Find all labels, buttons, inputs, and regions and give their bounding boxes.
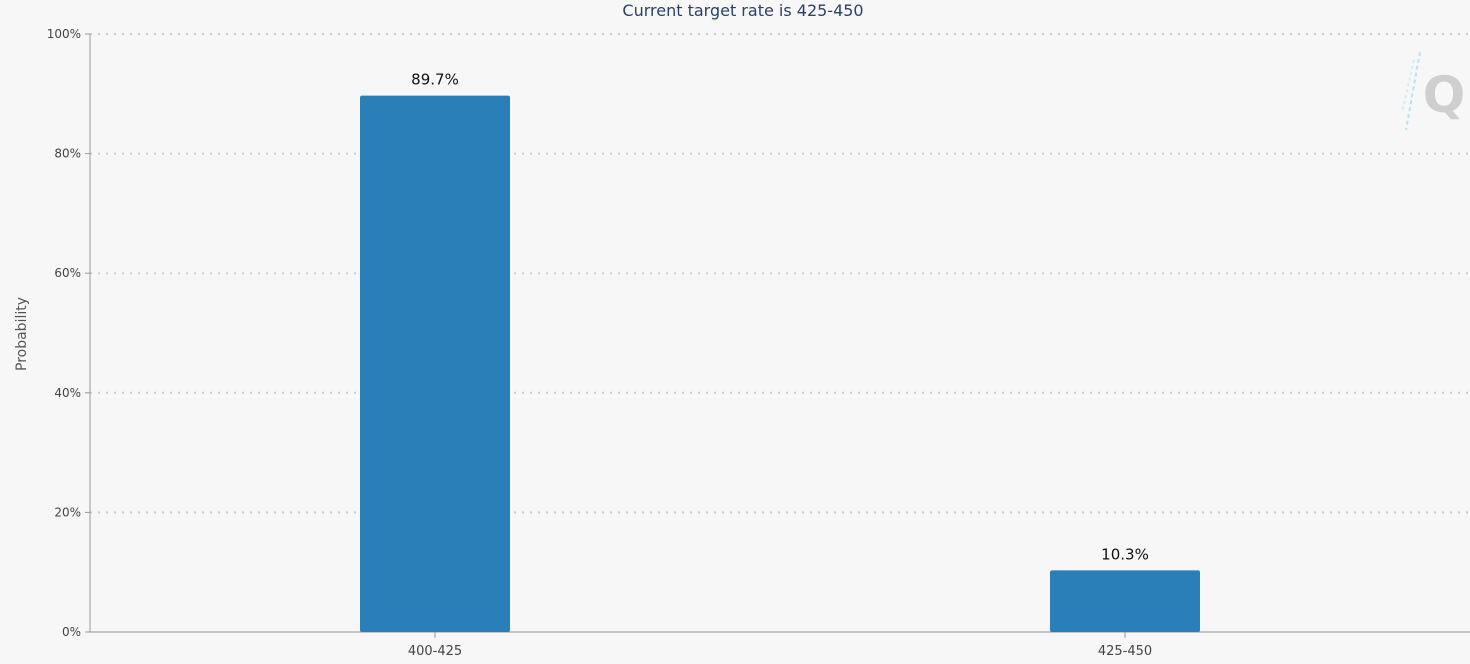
y-tick-label: 40% — [54, 386, 81, 400]
x-tick-label: 400-425 — [408, 644, 462, 659]
bar[interactable] — [360, 95, 510, 633]
chart-title: Current target rate is 425-450 — [622, 1, 863, 20]
y-tick-label: 20% — [54, 505, 81, 519]
data-label: 10.3% — [1101, 545, 1149, 563]
y-tick-labels: 0% 20% 40% 60% 80% 100% — [47, 27, 90, 639]
y-tick-label: 60% — [54, 266, 81, 280]
watermark-letter: Q — [1423, 66, 1466, 124]
y-axis-label: Probability — [14, 297, 30, 371]
data-labels: 89.7% 10.3% — [411, 71, 1149, 564]
bars — [360, 95, 1200, 633]
y-tick-label: 100% — [47, 27, 81, 41]
bar[interactable] — [1050, 570, 1200, 632]
x-tick-labels: 400-425 425-450 — [408, 632, 1152, 659]
data-label: 89.7% — [411, 71, 459, 89]
gridlines — [90, 33, 1470, 514]
y-tick-label: 0% — [62, 625, 81, 639]
y-tick-label: 80% — [54, 147, 81, 161]
watermark-q-logo-icon: Q — [1401, 51, 1466, 131]
x-tick-label: 425-450 — [1098, 644, 1152, 659]
